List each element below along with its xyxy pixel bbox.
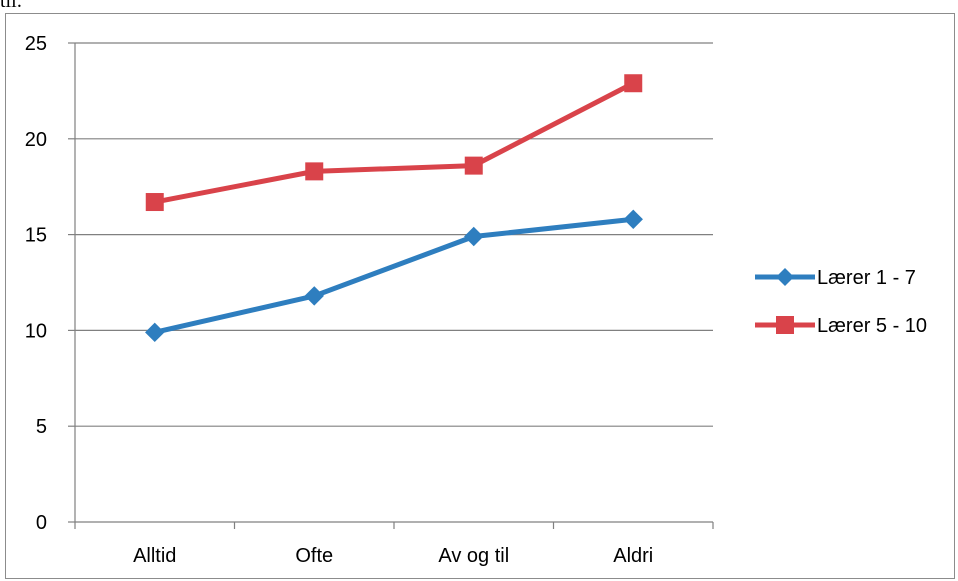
- y-tick-label: 20: [25, 129, 47, 151]
- data-point-square: [624, 74, 643, 93]
- legend-marker-diamond: [776, 268, 794, 286]
- y-tick-labels: 0 5 10 15 20 25: [25, 33, 47, 534]
- chart-frame: [5, 13, 955, 579]
- data-point-diamond: [145, 322, 165, 343]
- legend: Lærer 1 - 7 Lærer 5 - 10: [755, 267, 927, 337]
- y-tick-label: 10: [25, 320, 47, 342]
- page-text-fragment: til:: [0, 0, 23, 12]
- series-line-2: [154, 81, 635, 205]
- x-tick-label: Aldri: [613, 545, 653, 567]
- data-point-diamond: [464, 226, 484, 247]
- y-tick-label: 25: [25, 33, 47, 55]
- data-point-square: [145, 193, 164, 212]
- data-point-square: [305, 162, 324, 181]
- x-tick-label: Alltid: [133, 545, 176, 567]
- axes: [68, 42, 714, 529]
- legend-marker-square: [776, 316, 794, 334]
- gridlines: [75, 42, 713, 427]
- data-point-diamond: [623, 209, 643, 229]
- legend-label-1: Lærer 1 - 7: [817, 267, 916, 289]
- x-tick-labels: Alltid Ofte Av og til Aldri: [133, 545, 653, 567]
- y-tick-label: 5: [36, 416, 47, 438]
- data-point-diamond: [304, 286, 324, 306]
- y-tick-label: 15: [25, 225, 47, 247]
- x-tick-label: Av og til: [438, 545, 509, 567]
- x-tick-label: Ofte: [295, 545, 333, 567]
- legend-label-2: Lærer 5 - 10: [817, 315, 927, 337]
- data-point-square: [464, 156, 483, 175]
- series-markers: [145, 74, 643, 343]
- y-tick-label: 0: [36, 512, 47, 534]
- series-line-1: [154, 216, 634, 335]
- series-lines: [154, 81, 635, 335]
